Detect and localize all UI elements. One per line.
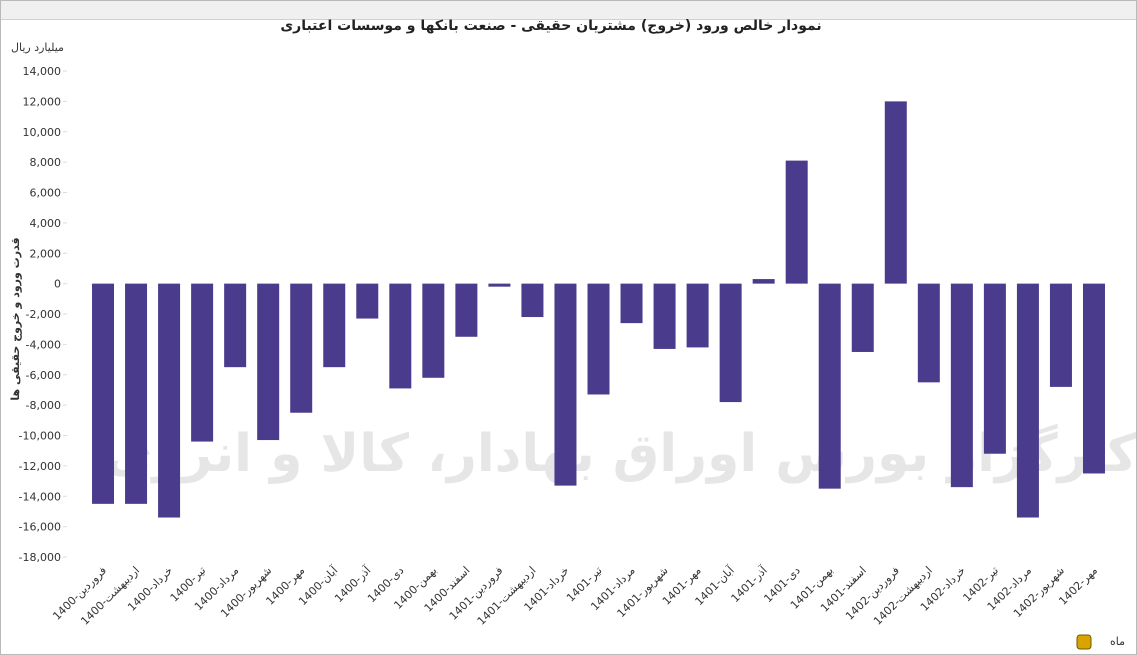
y-tick-label: 2,000 bbox=[30, 247, 62, 260]
y-tick-label: -4,000 bbox=[26, 338, 61, 351]
bar bbox=[389, 283, 412, 389]
y-tick-label: -8,000 bbox=[26, 399, 61, 412]
x-tick-label: 1400-اردیبهشت bbox=[78, 564, 142, 628]
bar bbox=[92, 283, 115, 504]
bar bbox=[851, 283, 874, 352]
bar bbox=[455, 283, 478, 337]
x-tick-label: 1401-اردیبهشت bbox=[475, 564, 539, 628]
bar bbox=[323, 283, 346, 368]
bar bbox=[257, 283, 280, 441]
bar bbox=[884, 101, 907, 284]
y-tick-label: -10,000 bbox=[19, 430, 61, 443]
y-tick-label: 0 bbox=[54, 278, 61, 291]
bar bbox=[917, 283, 940, 383]
bar bbox=[587, 283, 610, 395]
y-tick-label: 12,000 bbox=[23, 95, 62, 108]
bar bbox=[950, 283, 973, 488]
y-tick-label: -16,000 bbox=[19, 521, 61, 534]
bar bbox=[356, 283, 379, 319]
bar bbox=[785, 160, 808, 284]
bar bbox=[290, 283, 313, 413]
bar bbox=[818, 283, 841, 489]
bar bbox=[1049, 283, 1072, 387]
y-tick-label: -18,000 bbox=[19, 551, 61, 564]
y-tick-label: 10,000 bbox=[23, 126, 62, 139]
y-tick-label: 6,000 bbox=[30, 187, 62, 200]
bar bbox=[191, 283, 214, 442]
unit-label: میلیارد ریال bbox=[11, 41, 64, 54]
y-tick-label: -14,000 bbox=[19, 490, 61, 503]
y-tick-label: -2,000 bbox=[26, 308, 61, 321]
refresh-icon[interactable] bbox=[1076, 634, 1092, 650]
y-tick-label: 4,000 bbox=[30, 217, 62, 230]
bar bbox=[653, 283, 676, 349]
bar bbox=[1082, 283, 1105, 474]
bar bbox=[719, 283, 742, 403]
x-axis-title: ماه bbox=[1110, 635, 1125, 648]
y-tick-label: 14,000 bbox=[23, 65, 62, 78]
title-bar bbox=[1, 1, 1136, 20]
bar bbox=[983, 283, 1006, 454]
y-tick-label: -6,000 bbox=[26, 369, 61, 382]
bar bbox=[686, 283, 709, 348]
bar bbox=[422, 283, 445, 378]
bar bbox=[1016, 283, 1039, 518]
bar bbox=[125, 283, 148, 504]
bar bbox=[488, 283, 511, 287]
x-tick-label: 1402-اردیبهشت bbox=[871, 564, 935, 628]
bar bbox=[224, 283, 247, 368]
y-tick-label: 8,000 bbox=[30, 156, 62, 169]
bar bbox=[554, 283, 577, 486]
bar bbox=[620, 283, 643, 324]
chart-title: نمودار خالص ورود (خروج) مشتریان حقیقی - … bbox=[280, 18, 822, 34]
bar bbox=[158, 283, 181, 518]
bar bbox=[752, 279, 775, 284]
y-tick-label: -12,000 bbox=[19, 460, 61, 473]
y-axis-title: قدرت ورود و خروج حقیقی ها bbox=[9, 237, 23, 400]
bar bbox=[521, 283, 544, 318]
